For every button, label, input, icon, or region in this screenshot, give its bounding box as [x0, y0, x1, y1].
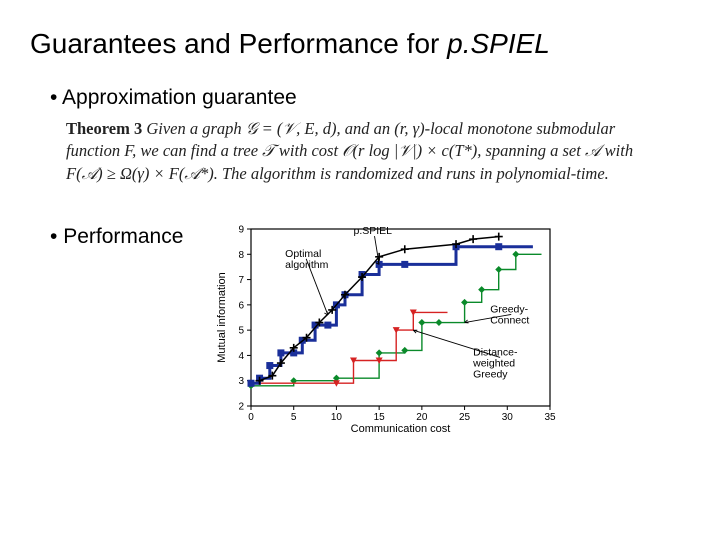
svg-text:4: 4 [239, 351, 245, 362]
svg-text:30: 30 [502, 412, 514, 423]
svg-text:6: 6 [239, 300, 245, 311]
bullet-performance: Performance [50, 225, 183, 249]
theorem-block: Theorem 3 Given a graph 𝒢 = (𝒱, E, d), a… [66, 118, 670, 185]
svg-text:9: 9 [239, 224, 245, 235]
svg-text:5: 5 [239, 325, 245, 336]
svg-text:2: 2 [239, 401, 245, 412]
svg-text:p.SPIEL: p.SPIEL [354, 225, 393, 237]
slide-title: Guarantees and Performance for p.SPIEL [30, 28, 690, 60]
svg-text:Greedy: Greedy [474, 368, 509, 380]
bullet-approximation: Approximation guarantee [50, 86, 690, 110]
svg-text:3: 3 [239, 376, 245, 387]
chart-svg: 0 5 10 15 20 25 30 35 2 3 4 5 6 7 8 9 Communication cost… [213, 221, 558, 436]
svg-text:Mutual information: Mutual information [216, 272, 228, 363]
svg-text:8: 8 [239, 250, 245, 261]
svg-text:Communication cost: Communication cost [351, 423, 451, 435]
title-algorithm-name: p.SPIEL [447, 28, 550, 59]
svg-text:algorithm: algorithm [286, 259, 329, 271]
slide: Guarantees and Performance for p.SPIEL A… [0, 0, 720, 540]
svg-text:35: 35 [545, 412, 557, 423]
theorem-label: Theorem 3 [66, 119, 142, 138]
performance-chart: 0 5 10 15 20 25 30 35 2 3 4 5 6 7 8 9 Communication cost… [213, 221, 558, 436]
svg-text:5: 5 [291, 412, 297, 423]
performance-row: Performance 0 5 10 15 20 25 30 35 2 3 4 5 6 7 8 9 Commun… [30, 225, 690, 436]
svg-text:7: 7 [239, 275, 245, 286]
title-prefix: Guarantees and Performance for [30, 28, 447, 59]
theorem-body: Given a graph 𝒢 = (𝒱, E, d), and an (r, … [66, 119, 633, 183]
svg-text:0: 0 [249, 412, 255, 423]
svg-text:Connect: Connect [491, 314, 530, 326]
svg-text:20: 20 [417, 412, 429, 423]
svg-text:10: 10 [331, 412, 343, 423]
svg-text:25: 25 [459, 412, 471, 423]
svg-text:15: 15 [374, 412, 386, 423]
